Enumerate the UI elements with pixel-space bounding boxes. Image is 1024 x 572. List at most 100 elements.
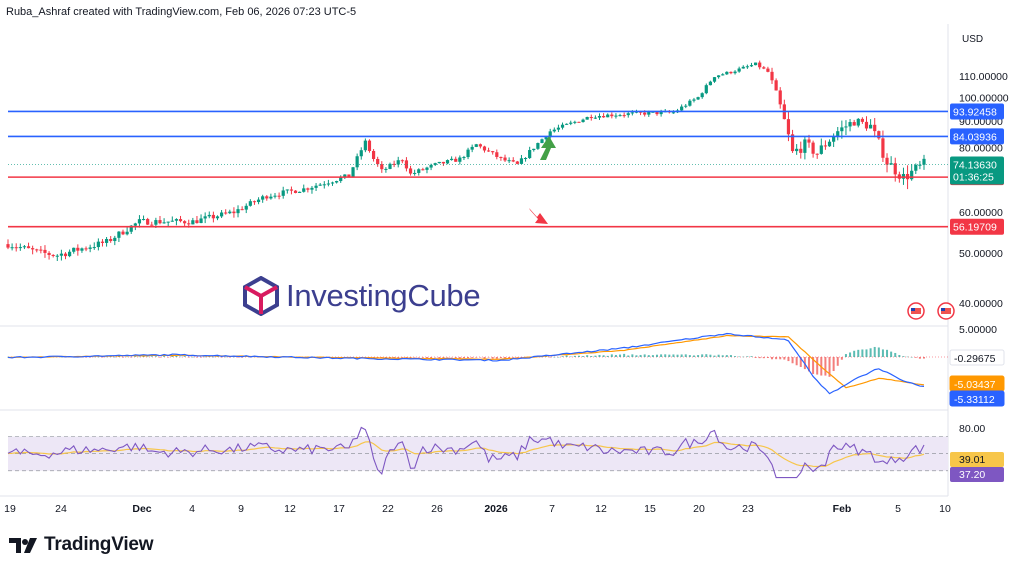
macd-histogram-bar xyxy=(212,356,215,358)
macd-histogram-bar xyxy=(824,357,827,376)
candle-body xyxy=(388,163,392,169)
candle-body xyxy=(187,223,191,225)
candle-body xyxy=(335,181,339,183)
investingcube-wordmark: InvestingCube xyxy=(286,278,481,313)
macd-value-label: -5.03437 xyxy=(954,379,996,391)
macd-histogram-bar xyxy=(762,357,765,359)
macd-histogram-bar xyxy=(257,357,260,358)
macd-histogram-bar xyxy=(446,357,449,358)
macd-histogram-bar xyxy=(775,357,778,360)
candle-body xyxy=(470,146,474,150)
candle-body xyxy=(745,66,749,68)
candle-body xyxy=(569,122,573,124)
macd-histogram-bar xyxy=(561,356,564,357)
candle-body xyxy=(704,85,708,94)
macd-histogram-bar xyxy=(434,357,437,358)
candle-body xyxy=(298,191,302,193)
macd-histogram-bar xyxy=(631,354,634,357)
macd-histogram-bar xyxy=(635,355,638,357)
candle-body xyxy=(363,140,367,151)
tradingview-logo[interactable]: TradingView xyxy=(8,534,154,556)
investingcube-cube-icon xyxy=(243,276,279,316)
candle-body xyxy=(786,119,791,135)
candle-body xyxy=(22,246,27,248)
candle-body xyxy=(318,184,322,186)
macd-value-tag xyxy=(949,390,1005,407)
macd-value-label: -0.29675 xyxy=(954,353,996,365)
candle-body xyxy=(593,117,597,119)
macd-histogram-bar xyxy=(126,356,129,358)
candle-body xyxy=(285,189,289,191)
candle-body xyxy=(544,137,548,140)
candle-body xyxy=(811,142,815,154)
macd-histogram-bar xyxy=(898,354,901,357)
macd-histogram-bar xyxy=(516,357,519,358)
level-price-tag xyxy=(950,218,1004,235)
candle-body xyxy=(692,99,696,101)
candle-body xyxy=(314,185,318,188)
macd-histogram-bar xyxy=(237,357,240,358)
candle-body xyxy=(803,139,807,153)
rsi-ma-tag xyxy=(950,452,1004,467)
macd-histogram-bar xyxy=(454,357,457,358)
macd-histogram-bar xyxy=(425,357,428,359)
candle-body xyxy=(618,115,622,117)
macd-histogram-bar xyxy=(725,355,728,357)
candle-body xyxy=(14,247,18,249)
candle-body xyxy=(76,247,80,251)
flag-canton xyxy=(941,308,945,311)
macd-histogram-bar xyxy=(623,353,626,357)
candle-body xyxy=(195,220,199,224)
candle-body xyxy=(359,150,363,157)
candle-body xyxy=(109,238,113,242)
macd-histogram-bar xyxy=(758,357,761,359)
candle-body xyxy=(441,161,446,164)
candle-body xyxy=(848,122,852,127)
candle-body xyxy=(384,168,388,170)
candle-body xyxy=(88,247,92,249)
candle-body xyxy=(799,148,803,153)
macd-histogram-bar xyxy=(163,356,166,357)
macd-histogram-bar xyxy=(495,357,498,359)
candle-body xyxy=(199,218,203,224)
macd-histogram-bar xyxy=(158,357,161,358)
macd-histogram-bar xyxy=(619,354,622,357)
flag-stripe xyxy=(941,308,951,314)
candle-body xyxy=(684,105,688,107)
candle-body xyxy=(647,111,651,115)
candle-body xyxy=(273,195,277,197)
macd-histogram-bar xyxy=(134,356,137,357)
macd-histogram-bar xyxy=(101,357,104,358)
candle-body xyxy=(486,150,491,152)
candle-body xyxy=(343,174,347,178)
candle-body xyxy=(150,224,154,226)
price-tick-label: 50.00000 xyxy=(959,248,1003,260)
macd-histogram-bar xyxy=(906,356,909,358)
macd-histogram-bar xyxy=(479,357,482,358)
time-tick-label: 10 xyxy=(939,503,951,515)
macd-histogram-bar xyxy=(606,355,609,357)
macd-histogram-bar xyxy=(545,356,548,357)
candle-body xyxy=(774,80,778,91)
candle-body xyxy=(528,150,532,159)
candle-body xyxy=(261,196,265,200)
level-price-label: 93.92458 xyxy=(953,106,997,118)
macd-histogram-bar xyxy=(668,354,671,357)
candle-body xyxy=(252,201,257,203)
macd-histogram-bar xyxy=(869,348,872,357)
candle-body xyxy=(47,252,51,255)
macd-histogram-bar xyxy=(569,356,572,358)
candle-body xyxy=(532,148,536,151)
macd-histogram-bar xyxy=(573,355,576,357)
candle-body xyxy=(183,221,187,224)
chart-attribution: Ruba_Ashraf created with TradingView.com… xyxy=(6,6,357,18)
candle-body xyxy=(577,121,581,123)
candle-body xyxy=(914,164,918,171)
macd-histogram-bar xyxy=(807,357,810,372)
macd-histogram-bar xyxy=(109,356,112,358)
macd-histogram-bar xyxy=(220,357,223,358)
candle-body xyxy=(51,254,55,256)
candle-body xyxy=(680,106,684,111)
